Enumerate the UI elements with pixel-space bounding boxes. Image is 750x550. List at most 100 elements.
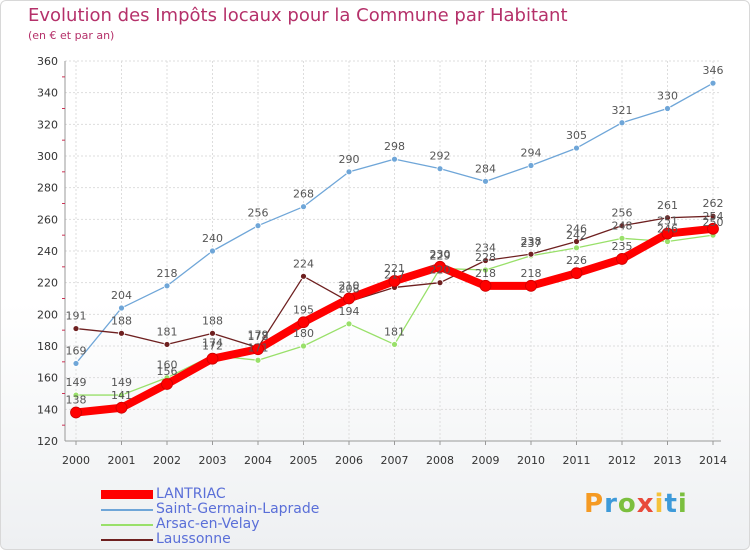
data-label-laussonne: 234	[475, 242, 496, 255]
chart-subtitle: (en € et par an)	[28, 29, 115, 42]
data-label-arsac-en-velay: 174	[202, 337, 223, 350]
data-point-saint-germain-laprade	[345, 168, 353, 176]
data-point-saint-germain-laprade	[118, 304, 125, 312]
y-tick-label: 200	[37, 308, 58, 321]
data-label-arsac-en-velay: 250	[703, 216, 724, 229]
data-label-lantriac: 210	[339, 280, 360, 293]
data-label-saint-germain-laprade: 305	[566, 129, 587, 142]
data-point-lantriac	[707, 222, 719, 235]
data-label-arsac-en-velay: 180	[293, 327, 314, 340]
data-label-saint-germain-laprade: 218	[157, 267, 178, 280]
data-point-saint-germain-laprade	[573, 144, 580, 152]
data-label-laussonne: 261	[657, 199, 678, 212]
data-point-saint-germain-laprade	[209, 247, 216, 255]
y-tick-label: 360	[37, 55, 58, 68]
x-tick-label: 2004	[244, 454, 272, 467]
x-tick-label: 2010	[517, 454, 545, 467]
data-label-laussonne: 262	[703, 197, 724, 210]
data-point-laussonne	[163, 341, 171, 348]
data-point-laussonne	[573, 238, 580, 245]
data-point-arsac-en-velay	[300, 342, 307, 350]
data-point-lantriac	[70, 406, 82, 419]
data-label-saint-germain-laprade: 268	[293, 188, 314, 201]
data-point-arsac-en-velay	[118, 391, 125, 399]
legend-label-laussonne: Laussonne	[156, 531, 231, 547]
data-label-lantriac: 172	[202, 340, 223, 353]
data-label-saint-germain-laprade: 290	[339, 153, 360, 166]
x-tick-label: 2011	[563, 454, 591, 467]
data-label-arsac-en-velay: 229	[430, 249, 451, 262]
data-point-laussonne	[709, 212, 717, 220]
data-label-lantriac: 195	[293, 303, 314, 316]
y-tick-label: 220	[37, 277, 58, 290]
proxiti-logo: Proxiti	[584, 489, 688, 519]
y-tick-label: 340	[37, 87, 58, 100]
data-point-laussonne	[209, 329, 216, 337]
y-tick-label: 160	[37, 372, 58, 385]
data-point-saint-germain-laprade	[72, 360, 80, 367]
data-label-laussonne: 208	[339, 283, 360, 296]
data-point-lantriac	[161, 378, 173, 390]
data-point-arsac-en-velay	[254, 356, 262, 364]
data-label-lantriac: 221	[384, 262, 405, 275]
data-point-saint-germain-laprade	[300, 203, 307, 211]
data-point-lantriac	[525, 279, 537, 292]
legend-swatch-lantriac	[101, 490, 153, 499]
x-tick-label: 2008	[426, 454, 454, 467]
data-point-laussonne	[300, 272, 307, 280]
data-label-laussonne: 246	[566, 223, 587, 236]
x-tick-label: 2009	[472, 454, 500, 467]
x-tick-label: 2012	[608, 454, 636, 467]
data-point-laussonne	[118, 329, 125, 337]
data-label-saint-germain-laprade: 298	[384, 140, 405, 153]
data-label-lantriac: 218	[475, 267, 496, 280]
data-label-laussonne: 238	[521, 235, 542, 248]
x-tick-label: 2013	[654, 454, 682, 467]
data-point-lantriac	[616, 253, 628, 265]
legend-label-arsac-en-velay: Arsac-en-Velay	[156, 516, 260, 532]
data-label-saint-germain-laprade: 292	[430, 150, 451, 163]
data-label-saint-germain-laprade: 284	[475, 162, 496, 175]
data-point-arsac-en-velay	[618, 234, 626, 242]
data-label-laussonne: 191	[66, 310, 87, 323]
data-point-saint-germain-laprade	[163, 282, 171, 290]
x-tick-label: 2014	[699, 454, 727, 467]
x-tick-label: 2000	[62, 454, 90, 467]
data-label-saint-germain-laprade: 169	[66, 344, 87, 357]
data-point-saint-germain-laprade	[391, 155, 398, 163]
data-point-lantriac	[115, 401, 128, 414]
data-point-lantriac	[661, 227, 674, 240]
data-label-laussonne: 256	[612, 207, 633, 220]
data-point-laussonne	[436, 279, 444, 287]
chart-title: Evolution des Impôts locaux pour la Comm…	[28, 5, 568, 26]
y-tick-label: 140	[37, 403, 58, 416]
data-label-lantriac: 178	[248, 330, 269, 343]
data-label-lantriac: 235	[612, 240, 633, 253]
y-tick-label: 280	[37, 182, 58, 195]
data-label-lantriac: 251	[657, 215, 678, 228]
data-label-arsac-en-velay: 160	[157, 359, 178, 372]
y-tick-label: 320	[37, 118, 58, 131]
data-label-laussonne: 220	[430, 264, 451, 277]
data-point-laussonne	[482, 257, 489, 264]
y-tick-label: 240	[37, 245, 58, 258]
legend-label-saint-germain-laprade: Saint-Germain-Laprade	[156, 501, 320, 517]
x-tick-label: 2003	[199, 454, 227, 467]
data-point-saint-germain-laprade	[664, 105, 671, 112]
data-point-arsac-en-velay	[573, 244, 580, 252]
data-label-saint-germain-laprade: 256	[248, 207, 269, 220]
data-label-lantriac: 226	[566, 254, 587, 267]
data-label-saint-germain-laprade: 204	[111, 289, 132, 302]
data-label-laussonne: 224	[293, 257, 314, 270]
data-point-laussonne	[72, 325, 80, 332]
data-label-lantriac: 156	[157, 365, 178, 378]
data-point-arsac-en-velay	[345, 320, 353, 328]
legend-swatch-saint-germain-laprade	[101, 509, 153, 511]
y-tick-label: 120	[37, 435, 58, 448]
data-point-arsac-en-velay	[391, 341, 398, 348]
data-point-saint-germain-laprade	[618, 119, 626, 127]
data-label-lantriac: 218	[521, 267, 542, 280]
data-label-saint-germain-laprade: 294	[521, 147, 542, 160]
data-label-arsac-en-velay: 242	[566, 229, 587, 242]
